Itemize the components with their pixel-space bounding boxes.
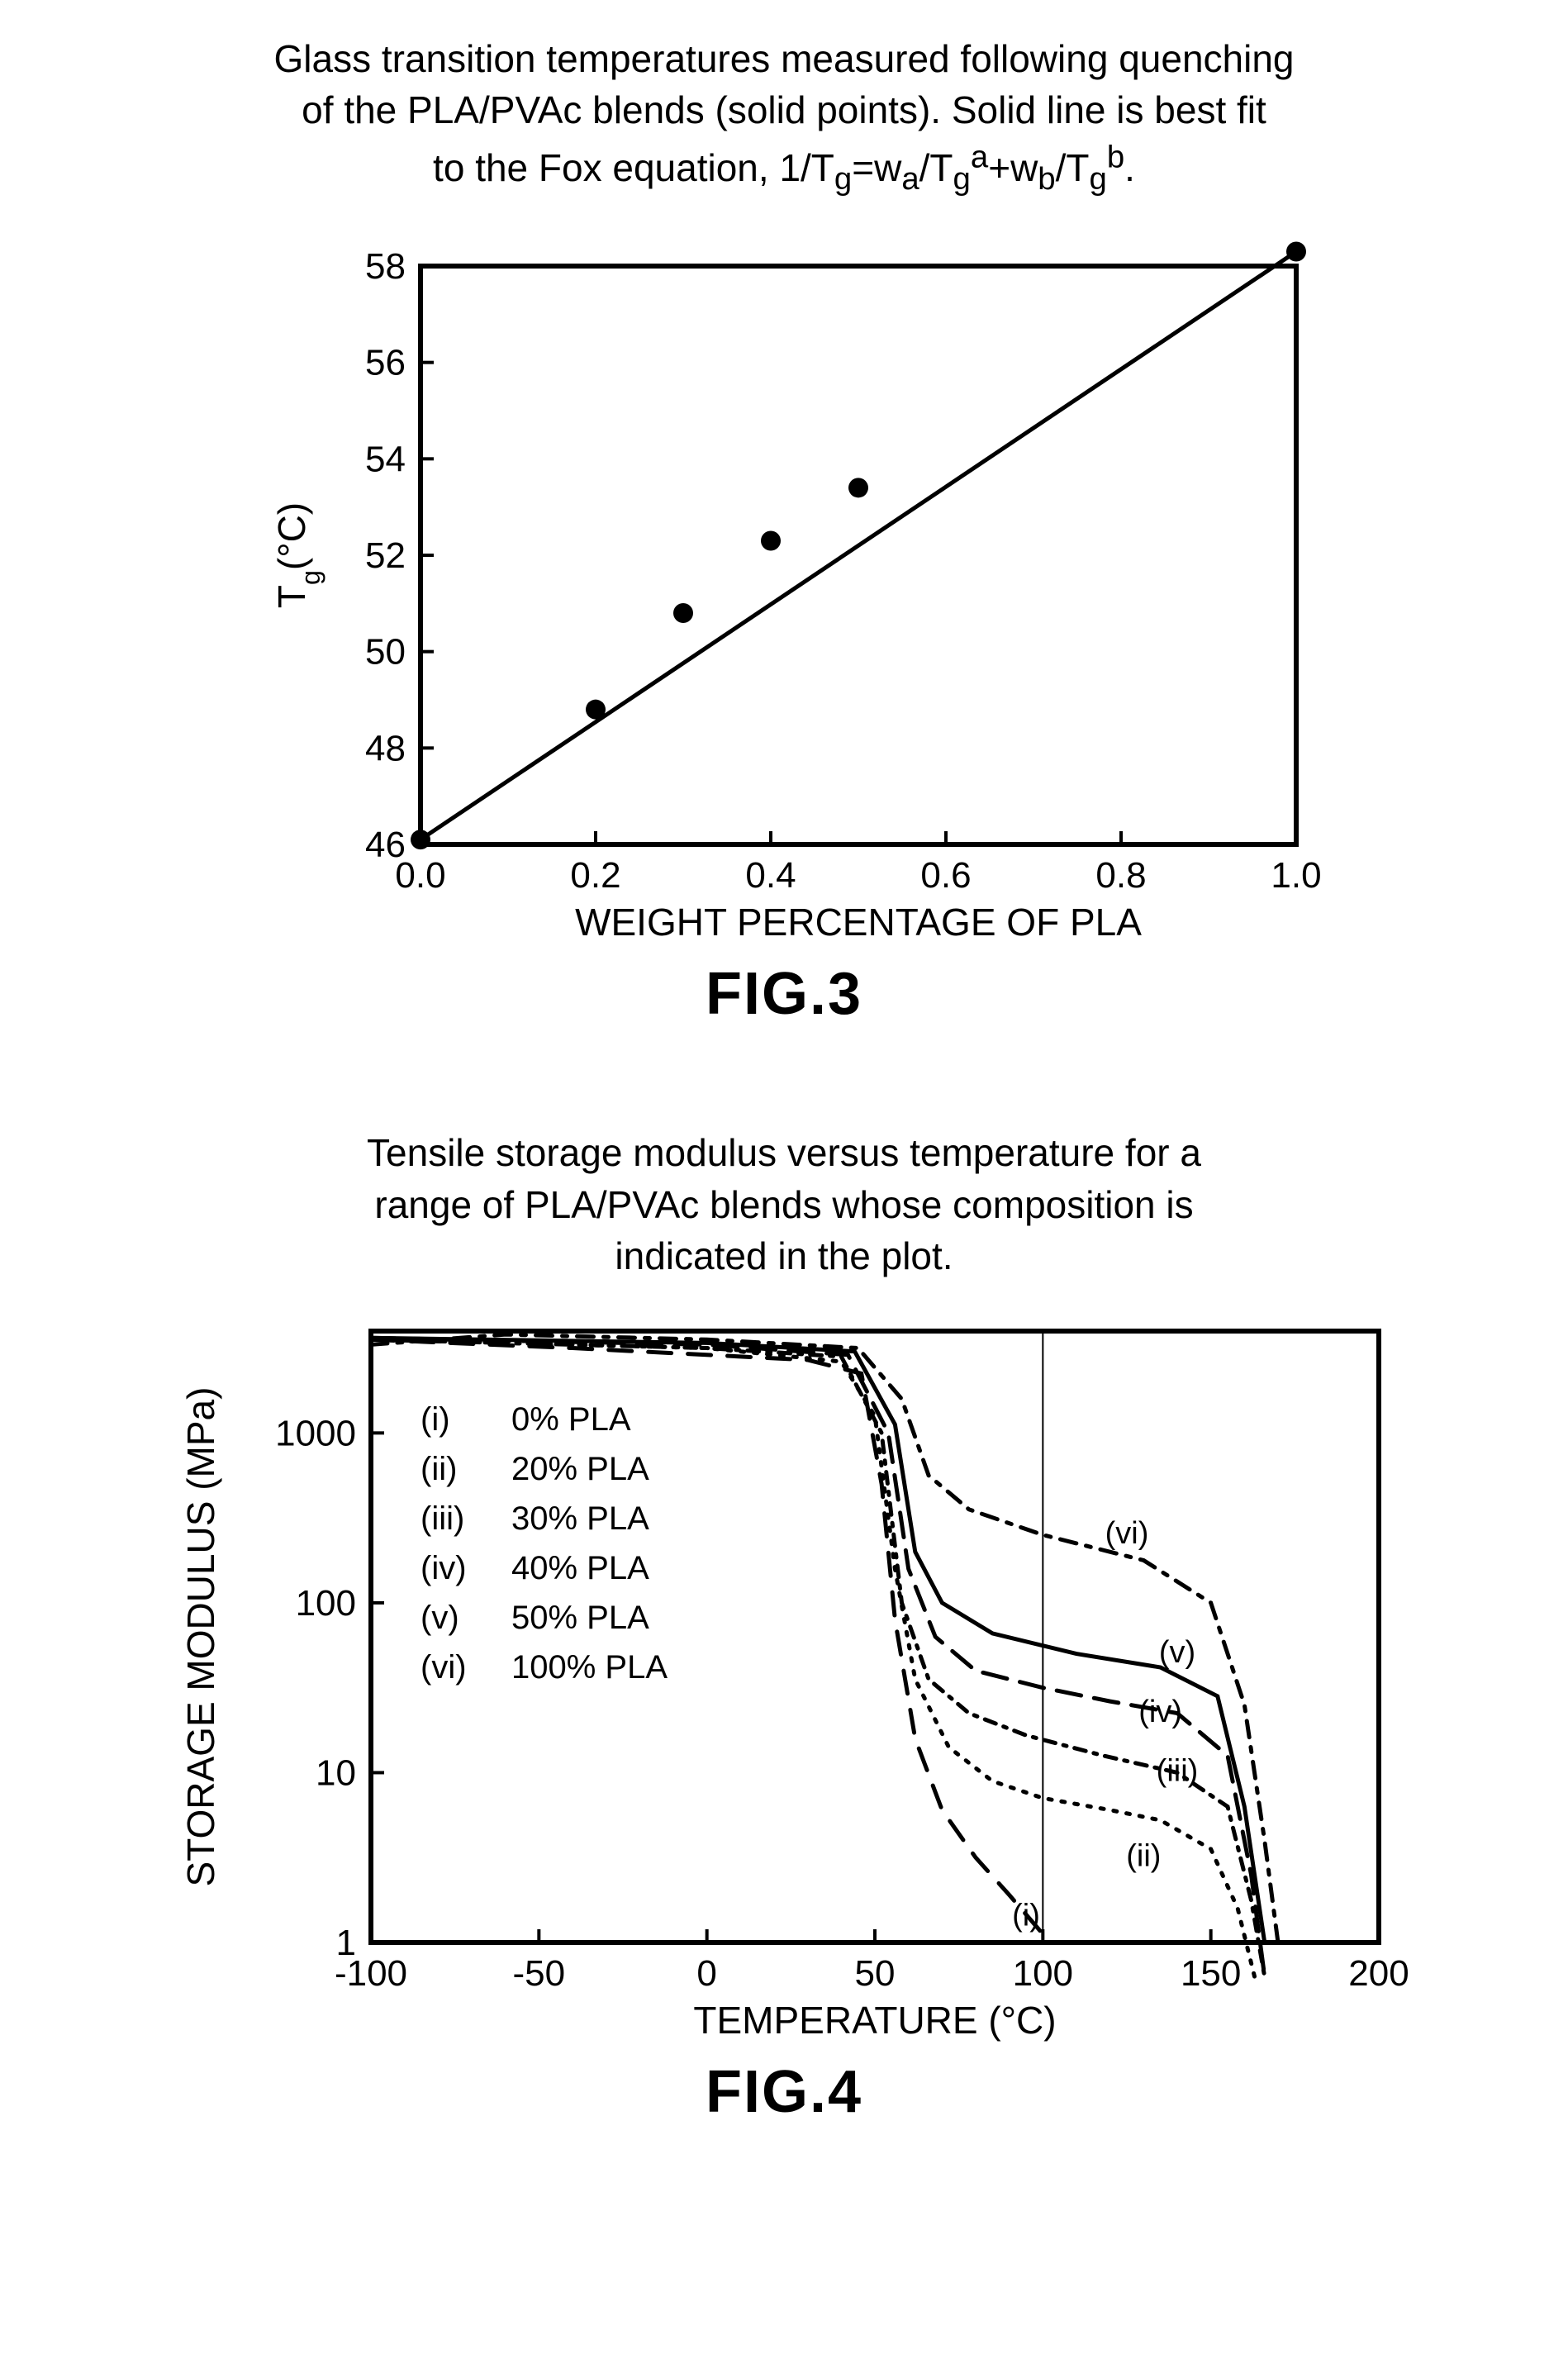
svg-text:(ii): (ii)	[421, 1451, 457, 1487]
fig3-label: FIG.3	[123, 960, 1445, 1028]
svg-text:46: 46	[365, 825, 406, 865]
data-point	[1286, 242, 1306, 262]
svg-text:(v): (v)	[421, 1600, 459, 1636]
series-iv	[371, 1338, 1265, 1976]
fig3-caption: Glass transition temperatures measured f…	[131, 33, 1437, 200]
svg-text:WEIGHT PERCENTAGE OF PLA: WEIGHT PERCENTAGE OF PLA	[575, 901, 1142, 944]
data-point	[411, 830, 430, 850]
svg-text:(i): (i)	[1012, 1898, 1040, 1933]
data-point	[761, 531, 781, 551]
svg-text:STORAGE MODULUS (MPa): STORAGE MODULUS (MPa)	[179, 1386, 222, 1886]
svg-text:1: 1	[336, 1923, 356, 1963]
fig3-plot: 0.00.20.40.60.81.046485052545658WEIGHT P…	[206, 216, 1362, 944]
svg-text:TEMPERATURE (°C): TEMPERATURE (°C)	[693, 1999, 1056, 2042]
fig4-plot: -100-500501001502001101001000(i)(ii)(iii…	[140, 1298, 1428, 2042]
series-iii	[371, 1339, 1265, 1976]
svg-text:0.4: 0.4	[745, 855, 796, 896]
svg-text:(iv): (iv)	[1138, 1694, 1182, 1728]
svg-text:0% PLA: 0% PLA	[511, 1401, 631, 1438]
svg-text:1.0: 1.0	[1271, 855, 1321, 896]
svg-text:(ii): (ii)	[1126, 1838, 1161, 1873]
svg-text:50% PLA: 50% PLA	[511, 1600, 649, 1636]
svg-text:10: 10	[316, 1752, 356, 1793]
fig4-caption-l1: Tensile storage modulus versus temperatu…	[367, 1131, 1201, 1174]
fig4-caption-l3: indicated in the plot.	[615, 1234, 953, 1277]
svg-text:100: 100	[296, 1583, 356, 1624]
svg-text:0.8: 0.8	[1095, 855, 1146, 896]
fig4-label: FIG.4	[82, 2058, 1486, 2126]
svg-text:0.6: 0.6	[920, 855, 971, 896]
svg-text:(iii): (iii)	[1157, 1753, 1199, 1788]
svg-text:50: 50	[365, 632, 406, 673]
svg-text:50: 50	[855, 1953, 896, 1994]
figure-3: Glass transition temperatures measured f…	[123, 33, 1445, 1028]
svg-text:52: 52	[365, 535, 406, 576]
fig3-caption-l1: Glass transition temperatures measured f…	[274, 37, 1295, 80]
svg-text:100: 100	[1013, 1953, 1073, 1994]
svg-text:-50: -50	[513, 1953, 566, 1994]
svg-text:54: 54	[365, 440, 406, 480]
series-i	[371, 1339, 1043, 1933]
svg-text:0.2: 0.2	[570, 855, 620, 896]
svg-text:40% PLA: 40% PLA	[511, 1550, 649, 1586]
fig4-caption: Tensile storage modulus versus temperatu…	[206, 1127, 1362, 1281]
figure-4: Tensile storage modulus versus temperatu…	[82, 1127, 1486, 2125]
svg-text:200: 200	[1348, 1953, 1409, 1994]
svg-text:(iv): (iv)	[421, 1550, 467, 1586]
svg-text:100% PLA: 100% PLA	[511, 1649, 668, 1686]
svg-text:20% PLA: 20% PLA	[511, 1451, 649, 1487]
svg-text:56: 56	[365, 343, 406, 383]
data-point	[586, 700, 606, 720]
fig3-caption-l3: to the Fox equation, 1/Tg=wa/Tga+wb/Tgb.	[433, 146, 1135, 189]
svg-text:Tg(°C): Tg(°C)	[270, 502, 325, 608]
svg-text:0: 0	[696, 1953, 716, 1994]
svg-text:(i): (i)	[421, 1401, 450, 1438]
svg-text:30% PLA: 30% PLA	[511, 1500, 649, 1537]
data-point	[848, 478, 868, 498]
data-point	[673, 603, 693, 623]
svg-text:(vi): (vi)	[1105, 1516, 1149, 1551]
fig4-caption-l2: range of PLA/PVAc blends whose compositi…	[374, 1183, 1193, 1226]
fig3-caption-l2: of the PLA/PVAc blends (solid points). S…	[302, 88, 1266, 131]
svg-text:(vi): (vi)	[421, 1649, 467, 1686]
svg-text:1000: 1000	[275, 1413, 356, 1453]
svg-text:48: 48	[365, 729, 406, 769]
svg-text:(v): (v)	[1159, 1635, 1195, 1670]
svg-text:58: 58	[365, 246, 406, 287]
series-ii	[371, 1339, 1255, 1976]
svg-text:150: 150	[1181, 1953, 1241, 1994]
svg-text:(iii): (iii)	[421, 1500, 464, 1537]
